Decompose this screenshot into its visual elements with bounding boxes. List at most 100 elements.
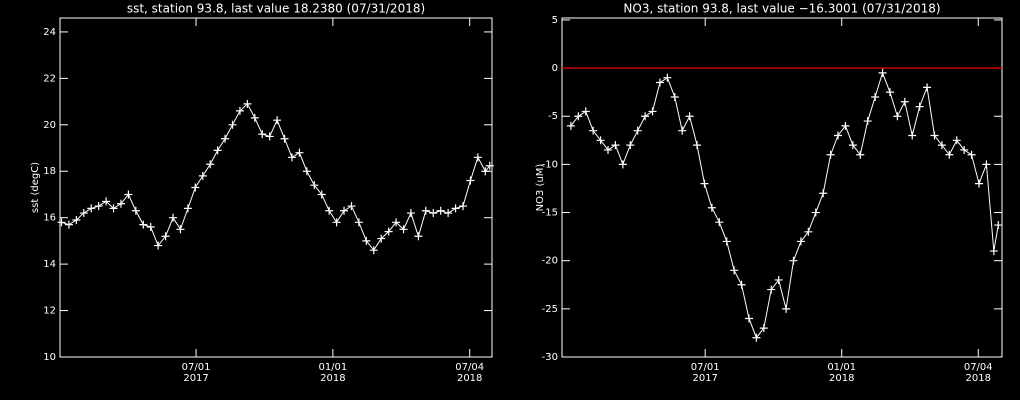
data-point [221,134,230,143]
y-tick-label: 22 [43,73,56,84]
data-point [967,150,976,159]
data-point [451,204,460,213]
data-point [354,218,363,227]
data-point [796,237,805,246]
x-tick-label: 01/01 2018 [318,362,347,384]
data-point [693,141,702,150]
y-tick-label: 10 [43,352,56,363]
data-point [235,106,244,115]
data-point [116,199,125,208]
data-point [648,107,657,116]
y-tick-label: 16 [43,213,56,224]
data-point [228,120,237,129]
data-point [937,141,946,150]
data-point [774,275,783,284]
data-point [871,92,880,101]
data-point [618,160,627,169]
data-point [730,266,739,275]
data-point [206,160,215,169]
data-point [392,218,401,227]
x-tick-label: 07/04 2018 [455,362,484,384]
data-point [436,206,445,215]
data-point [287,153,296,162]
data-point [176,225,185,234]
data-point [900,97,909,106]
data-point [930,131,939,140]
data-point [332,218,341,227]
data-point [466,176,475,185]
y-tick-label: -30 [542,352,558,363]
data-point [663,73,672,82]
data-point [908,131,917,140]
data-point [574,112,583,121]
data-point [819,189,828,198]
data-point [952,136,961,145]
data-point [265,132,274,141]
x-tick-label: 01/01 2018 [827,362,856,384]
data-point [923,83,932,92]
data-point [826,150,835,159]
data-line [61,103,491,252]
y-axis-label: sst (degC) [30,162,41,213]
y-tick-label: -15 [542,208,558,219]
data-point [589,126,598,135]
data-point [485,161,494,170]
data-point [87,204,96,213]
data-point [789,256,798,265]
chart-title: NO3, station 93.8, last value −16.3001 (… [623,2,940,16]
data-point [804,227,813,236]
data-point [399,225,408,234]
data-point [302,167,311,176]
data-point [989,247,998,256]
data-point [406,209,415,218]
data-point [863,117,872,126]
data-point [139,220,148,229]
data-point [250,113,259,122]
data-point [596,136,605,145]
data-point [273,116,282,125]
x-tick-label: 07/04 2018 [964,362,993,384]
x-tick-label: 07/01 2017 [691,362,720,384]
data-point [481,167,490,176]
data-point [633,126,642,135]
data-point [102,197,111,206]
data-point [340,206,349,215]
data-point [744,314,753,323]
data-point [848,141,857,150]
data-point [124,190,133,199]
data-point [213,146,222,155]
data-point [79,209,88,218]
y-tick-label: 0 [552,63,558,74]
data-point [369,246,378,255]
data-point [626,141,635,150]
data-point [834,131,843,140]
data-point [64,220,73,229]
data-point [280,134,289,143]
data-point [310,181,319,190]
data-point [700,179,709,188]
data-point [295,148,304,157]
data-point [670,92,679,101]
data-point [473,153,482,162]
plot-frame [59,17,493,358]
plot-frame [561,17,1003,358]
data-line [570,71,999,339]
data-point [678,126,687,135]
data-point [347,202,356,211]
data-point [994,221,1003,230]
data-point [421,206,430,215]
data-point [109,204,118,213]
data-point [72,216,81,225]
data-point [198,171,207,180]
data-point [737,280,746,289]
data-point [444,209,453,218]
y-tick-label: -10 [542,159,558,170]
data-point [146,222,155,231]
data-point [655,78,664,87]
data-point [782,304,791,313]
data-point [841,121,850,130]
data-point [384,227,393,236]
y-tick-label: 18 [43,166,56,177]
data-point [377,234,386,243]
